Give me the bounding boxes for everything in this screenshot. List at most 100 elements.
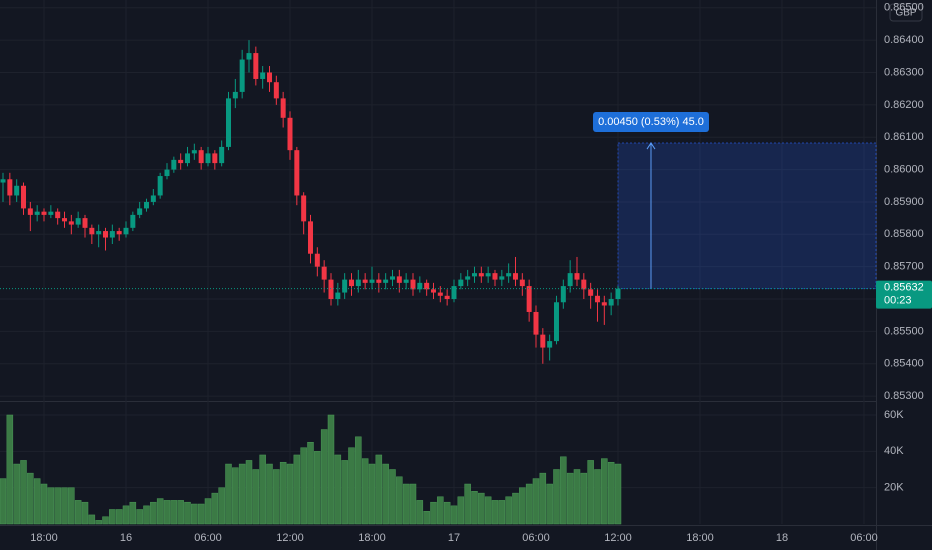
candle-body xyxy=(458,279,464,287)
volume-bar xyxy=(88,514,96,525)
volume-bar xyxy=(163,500,171,525)
last-price-tag xyxy=(876,280,932,309)
candle-body xyxy=(526,286,532,312)
candle-body xyxy=(178,159,184,164)
volume-bar xyxy=(402,483,410,525)
volume-bar xyxy=(430,501,437,525)
volume-bar xyxy=(573,469,581,525)
volume-bar xyxy=(416,500,424,525)
candle-body xyxy=(232,91,238,99)
volume-bar xyxy=(252,469,260,525)
candle-body xyxy=(130,214,136,228)
y-tick-label: 0.85900 xyxy=(884,196,924,208)
candle-body xyxy=(540,334,546,348)
volume-bar xyxy=(136,509,143,525)
y-tick-label: 0.85800 xyxy=(884,228,924,240)
volume-bar xyxy=(450,505,458,525)
candle-body xyxy=(519,279,525,287)
volume-bar xyxy=(40,483,48,525)
x-tick-label: 06:00 xyxy=(522,532,550,544)
candle-body xyxy=(444,295,450,300)
y-tick-label: 0.85700 xyxy=(884,261,924,273)
candle-body xyxy=(27,208,33,215)
volume-bar xyxy=(184,501,191,525)
candle-body xyxy=(437,292,443,296)
candle-body xyxy=(499,276,505,280)
volume-bar xyxy=(314,451,321,525)
candle-body xyxy=(547,341,553,348)
volume-bar xyxy=(553,469,560,525)
candle-body xyxy=(191,150,197,154)
candle-body xyxy=(512,273,518,280)
volume-bar xyxy=(54,487,61,525)
volume-bar xyxy=(279,461,287,525)
measure-box xyxy=(617,142,877,290)
candle-body xyxy=(465,276,471,280)
candle-body xyxy=(239,59,245,92)
candle-body xyxy=(410,279,416,290)
candle-body xyxy=(335,292,341,300)
candle-body xyxy=(328,279,334,300)
x-tick-label: 18:00 xyxy=(30,532,58,544)
y-tick-label: 0.86100 xyxy=(884,131,924,143)
candle-body xyxy=(21,185,27,209)
candle-body xyxy=(123,227,129,235)
candle-body xyxy=(116,231,122,235)
candle-body xyxy=(574,273,580,280)
volume-bar xyxy=(368,463,376,525)
volume-bar xyxy=(409,483,417,525)
volume-bar xyxy=(457,496,465,525)
volume-bar xyxy=(95,520,102,525)
currency-badge[interactable] xyxy=(889,3,923,22)
candle-body xyxy=(266,72,272,83)
candle-body xyxy=(615,288,621,300)
volume-bar xyxy=(115,509,123,525)
y-tick-label: 0.86200 xyxy=(884,99,924,111)
candle-body xyxy=(321,266,327,280)
volume-bar xyxy=(259,454,266,525)
volume-bar xyxy=(587,460,594,525)
volume-bar xyxy=(122,505,130,525)
candle-body xyxy=(485,273,491,277)
measure-arrowhead xyxy=(646,142,656,150)
candle-body xyxy=(273,82,279,99)
volume-bar xyxy=(341,460,348,525)
x-tick-label: 06:00 xyxy=(850,532,878,544)
candle-body xyxy=(342,279,348,293)
candle-body xyxy=(307,221,313,254)
volume-bar xyxy=(498,500,506,525)
x-tick-label: 18 xyxy=(776,532,788,544)
candle-body xyxy=(567,273,573,287)
candle-body xyxy=(219,146,225,164)
candle-body xyxy=(253,53,259,79)
candle-body xyxy=(601,302,607,306)
x-tick-label: 18:00 xyxy=(686,532,714,544)
volume-bar xyxy=(170,500,178,525)
volume-bar xyxy=(594,469,601,525)
volume-bar xyxy=(307,441,314,525)
candle-body xyxy=(144,201,150,209)
volume-bar xyxy=(396,476,403,525)
candle-body xyxy=(75,218,81,225)
y-tick-label: 0.86300 xyxy=(884,66,924,78)
candle-body xyxy=(62,218,68,222)
volume-bar xyxy=(6,414,14,525)
volume-bar xyxy=(156,498,164,525)
candle-body xyxy=(198,150,204,164)
y-tick-label: 0.86500 xyxy=(884,2,924,14)
candle-body xyxy=(314,253,320,267)
volume-bar xyxy=(266,463,273,525)
y-tick-label: 0.85300 xyxy=(884,390,924,402)
candle-body xyxy=(164,169,170,177)
volume-bar xyxy=(423,511,430,525)
volume-bar xyxy=(218,487,225,525)
volume-tick-label: 40K xyxy=(884,445,904,457)
candle-body xyxy=(55,211,61,219)
volume-bar xyxy=(512,492,519,525)
volume-bar xyxy=(143,505,150,525)
volume-bar xyxy=(505,496,512,525)
candle-body xyxy=(260,72,266,79)
volume-bar xyxy=(177,500,184,525)
candle-body xyxy=(96,231,102,235)
volume-bar xyxy=(74,500,82,525)
